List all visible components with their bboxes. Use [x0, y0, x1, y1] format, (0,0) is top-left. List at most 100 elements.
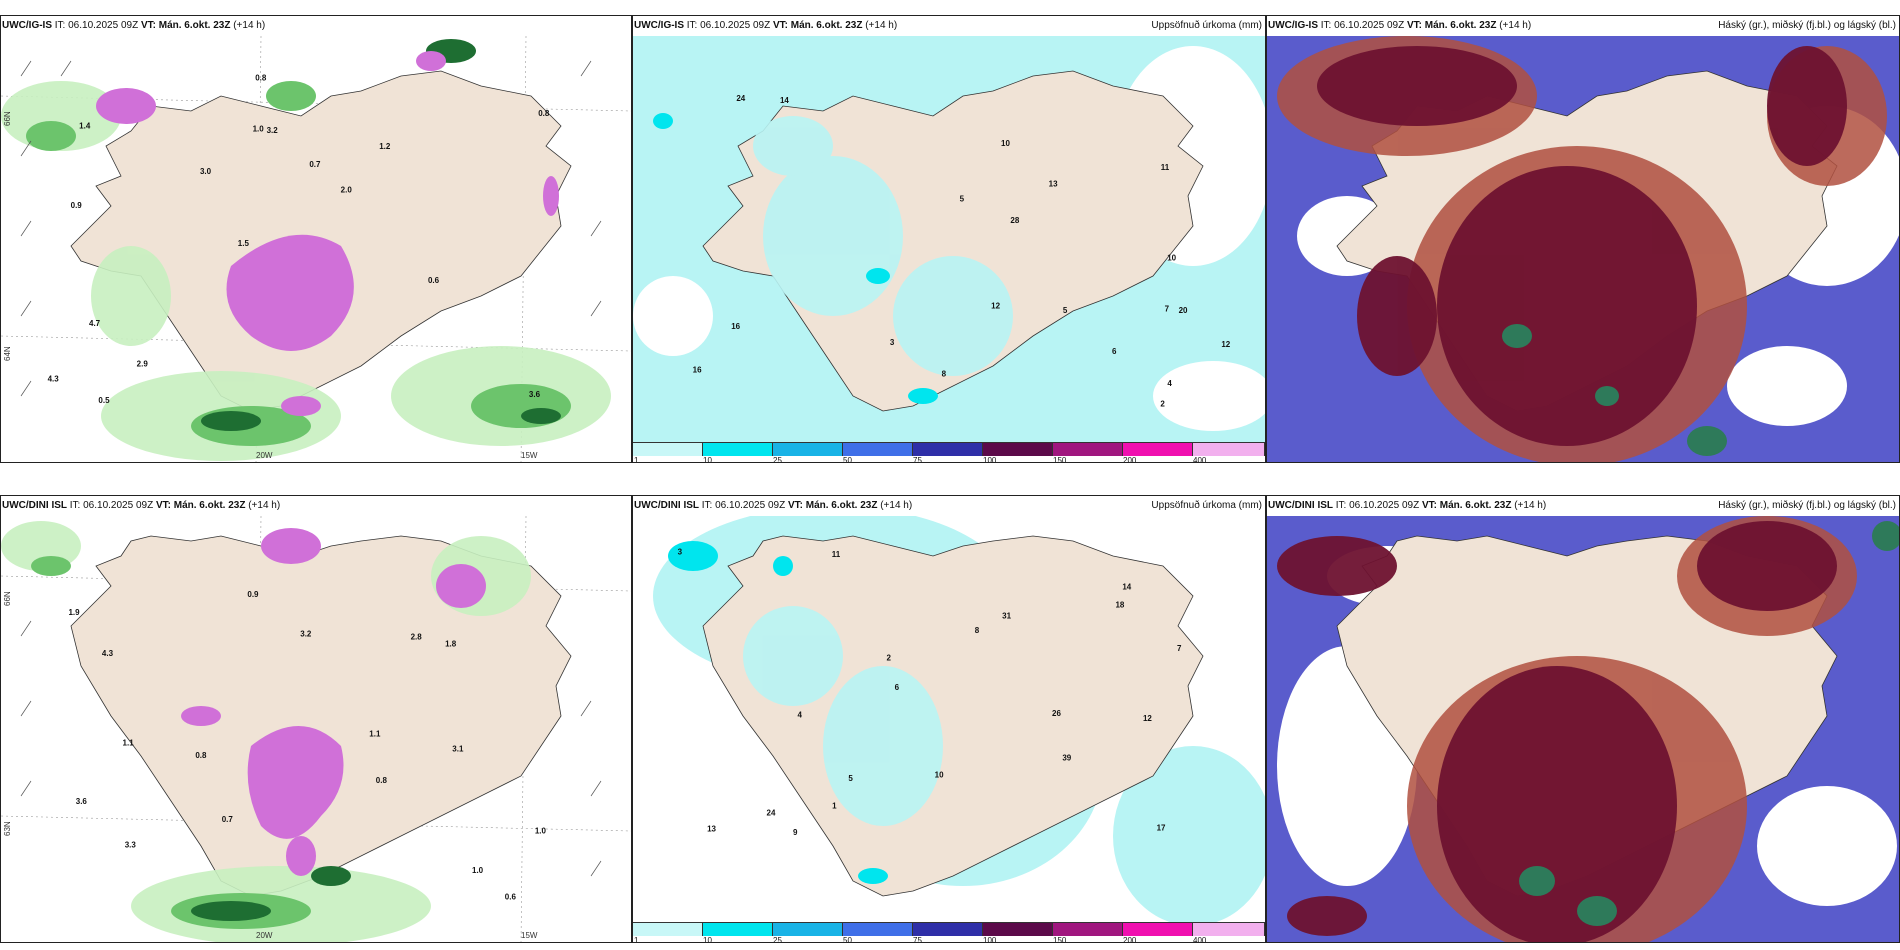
map-value-label: 3: [678, 547, 683, 556]
map-value-label: 1.1: [369, 729, 381, 738]
map-value-label: 1.0: [253, 125, 265, 134]
cb-label: 25: [773, 936, 782, 943]
map-value-label: 39: [1062, 754, 1071, 763]
map-value-label: 2.0: [341, 186, 353, 195]
map-value-label: 14: [1122, 582, 1131, 591]
cb-label: 75: [913, 936, 922, 943]
map-value-label: 10: [1001, 139, 1010, 148]
cb-label: 400: [1193, 456, 1207, 463]
map-value-label: 5: [960, 194, 965, 203]
cb-seg-5: [913, 922, 983, 936]
cb-label: 150: [1053, 936, 1067, 943]
map-value-label: 18: [1115, 600, 1124, 609]
cb-label: 200: [1123, 936, 1137, 943]
panel-header: UWC/DINI ISL IT: 06.10.2025 09Z VT: Mán.…: [634, 500, 913, 511]
cb-seg-6: [983, 922, 1053, 936]
cloud-panel-top: UWC/IG-IS IT: 06.10.2025 09Z VT: Mán. 6.…: [1266, 15, 1900, 463]
map-value-label: 11: [1161, 163, 1170, 172]
map-value-label: 0.9: [247, 590, 259, 599]
map-value-label: 24: [736, 94, 745, 103]
map-value-label: 1.1: [123, 739, 135, 748]
precip-map: 16 28 7 12 10 6 5 13 20 16 14 12 10 8 24 3 2 11 4 5: [633, 36, 1265, 444]
cb-seg-3: [773, 442, 843, 456]
cb-label: 100: [983, 936, 997, 943]
map-value-label: 0.6: [505, 892, 517, 901]
cb-seg-6: [983, 442, 1053, 456]
lat-label-66n: 66N: [3, 591, 12, 606]
panel-header: UWC/IG-IS IT: 06.10.2025 09Z VT: Mán. 6.…: [2, 20, 266, 31]
map-value-label: 8: [975, 626, 980, 635]
map-value-label: 28: [1010, 216, 1019, 225]
cb-seg-2: [703, 922, 773, 936]
map-value-label: 5: [848, 774, 853, 783]
cb-seg-3: [773, 922, 843, 936]
map-value-label: 0.8: [255, 73, 267, 82]
map-value-label: 0.7: [222, 815, 234, 824]
map-value-label: 0.5: [98, 396, 110, 405]
map-value-label: 0.8: [376, 776, 388, 785]
wind-map: 0.6 1.1 0.8 1.9 1.0 4.3 3.3 0.8 1.8 3.2 2.8 1.0 0.7 0…: [1, 516, 631, 942]
precip-title: Uppsöfnuð úrkoma (mm): [1151, 20, 1262, 31]
map-value-label: 12: [1143, 714, 1152, 723]
cb-seg-8: [1123, 442, 1193, 456]
map-value-label: 13: [1049, 179, 1058, 188]
map-value-label: 11: [832, 550, 841, 559]
panel-header: UWC/IG-IS IT: 06.10.2025 09Z VT: Mán. 6.…: [634, 20, 898, 31]
cloud-title: Háský (gr.), miðský (fj.bl.) og lágský (…: [1718, 500, 1896, 511]
map-value-label: 10: [935, 770, 944, 779]
cb-seg-4: [843, 922, 913, 936]
cb-label: 200: [1123, 456, 1137, 463]
map-value-label: 26: [1052, 709, 1061, 718]
map-value-label: 4.3: [48, 374, 60, 383]
map-value-label: 8: [942, 369, 947, 378]
map-value-label: 24: [767, 808, 776, 817]
cb-label: 10: [703, 456, 712, 463]
cb-seg-1: [633, 922, 703, 936]
cb-label: 100: [983, 456, 997, 463]
map-value-label: 14: [780, 96, 789, 105]
wind-panel-top: UWC/IG-IS IT: 06.10.2025 09Z VT: Mán. 6.…: [0, 15, 632, 463]
map-value-label: 0.8: [195, 751, 207, 760]
map-value-label: 7: [1165, 305, 1170, 314]
precip-title: Uppsöfnuð úrkoma (mm): [1151, 500, 1262, 511]
cb-seg-9: [1193, 922, 1265, 936]
precip-panel-top: UWC/IG-IS IT: 06.10.2025 09Z VT: Mán. 6.…: [632, 15, 1266, 463]
map-value-label: 6: [895, 683, 900, 692]
panel-header: UWC/DINI ISL IT: 06.10.2025 09Z VT: Mán.…: [1268, 500, 1547, 511]
map-value-label: 0.8: [538, 109, 550, 118]
cloud-title: Háský (gr.), miðský (fj.bl.) og lágský (…: [1718, 20, 1896, 31]
wind-panel-bottom: UWC/DINI ISL IT: 06.10.2025 09Z VT: Mán.…: [0, 495, 632, 943]
lon-label-15w: 15W: [521, 451, 538, 460]
panel-header: UWC/DINI ISL IT: 06.10.2025 09Z VT: Mán.…: [2, 500, 281, 511]
cb-label: 50: [843, 936, 852, 943]
map-value-label: 5: [1063, 306, 1068, 315]
cb-label: 25: [773, 456, 782, 463]
map-value-label: 16: [693, 366, 702, 375]
map-value-label: 1.0: [472, 866, 484, 875]
map-value-label: 1: [832, 801, 837, 810]
map-value-label: 1.8: [445, 639, 457, 648]
map-value-label: 0.6: [428, 276, 440, 285]
cb-label: 50: [843, 456, 852, 463]
map-value-label: 10: [1167, 253, 1176, 262]
cb-label: 150: [1053, 456, 1067, 463]
map-value-label: 1.5: [238, 239, 250, 248]
cb-seg-7: [1053, 442, 1123, 456]
map-value-label: 4: [798, 711, 803, 720]
cloud-map: [1267, 516, 1899, 942]
lat-label-63n: 63N: [3, 821, 12, 836]
map-value-label: 3: [890, 338, 895, 347]
map-value-label: 12: [991, 302, 1000, 311]
cb-label: 1: [634, 456, 639, 463]
map-value-label: 7: [1177, 644, 1182, 653]
cb-seg-5: [913, 442, 983, 456]
lat-label-64n: 64N: [3, 346, 12, 361]
map-value-label: 2.9: [137, 359, 149, 368]
cb-seg-2: [703, 442, 773, 456]
map-value-label: 3.3: [125, 840, 137, 849]
cb-seg-8: [1123, 922, 1193, 936]
lon-label-20w: 20W: [256, 451, 273, 460]
map-value-label: 2: [1160, 399, 1165, 408]
lon-label-15w: 15W: [521, 931, 538, 940]
precip-colorbar: 1 10 25 50 75 100 150 200 400: [633, 922, 1265, 942]
